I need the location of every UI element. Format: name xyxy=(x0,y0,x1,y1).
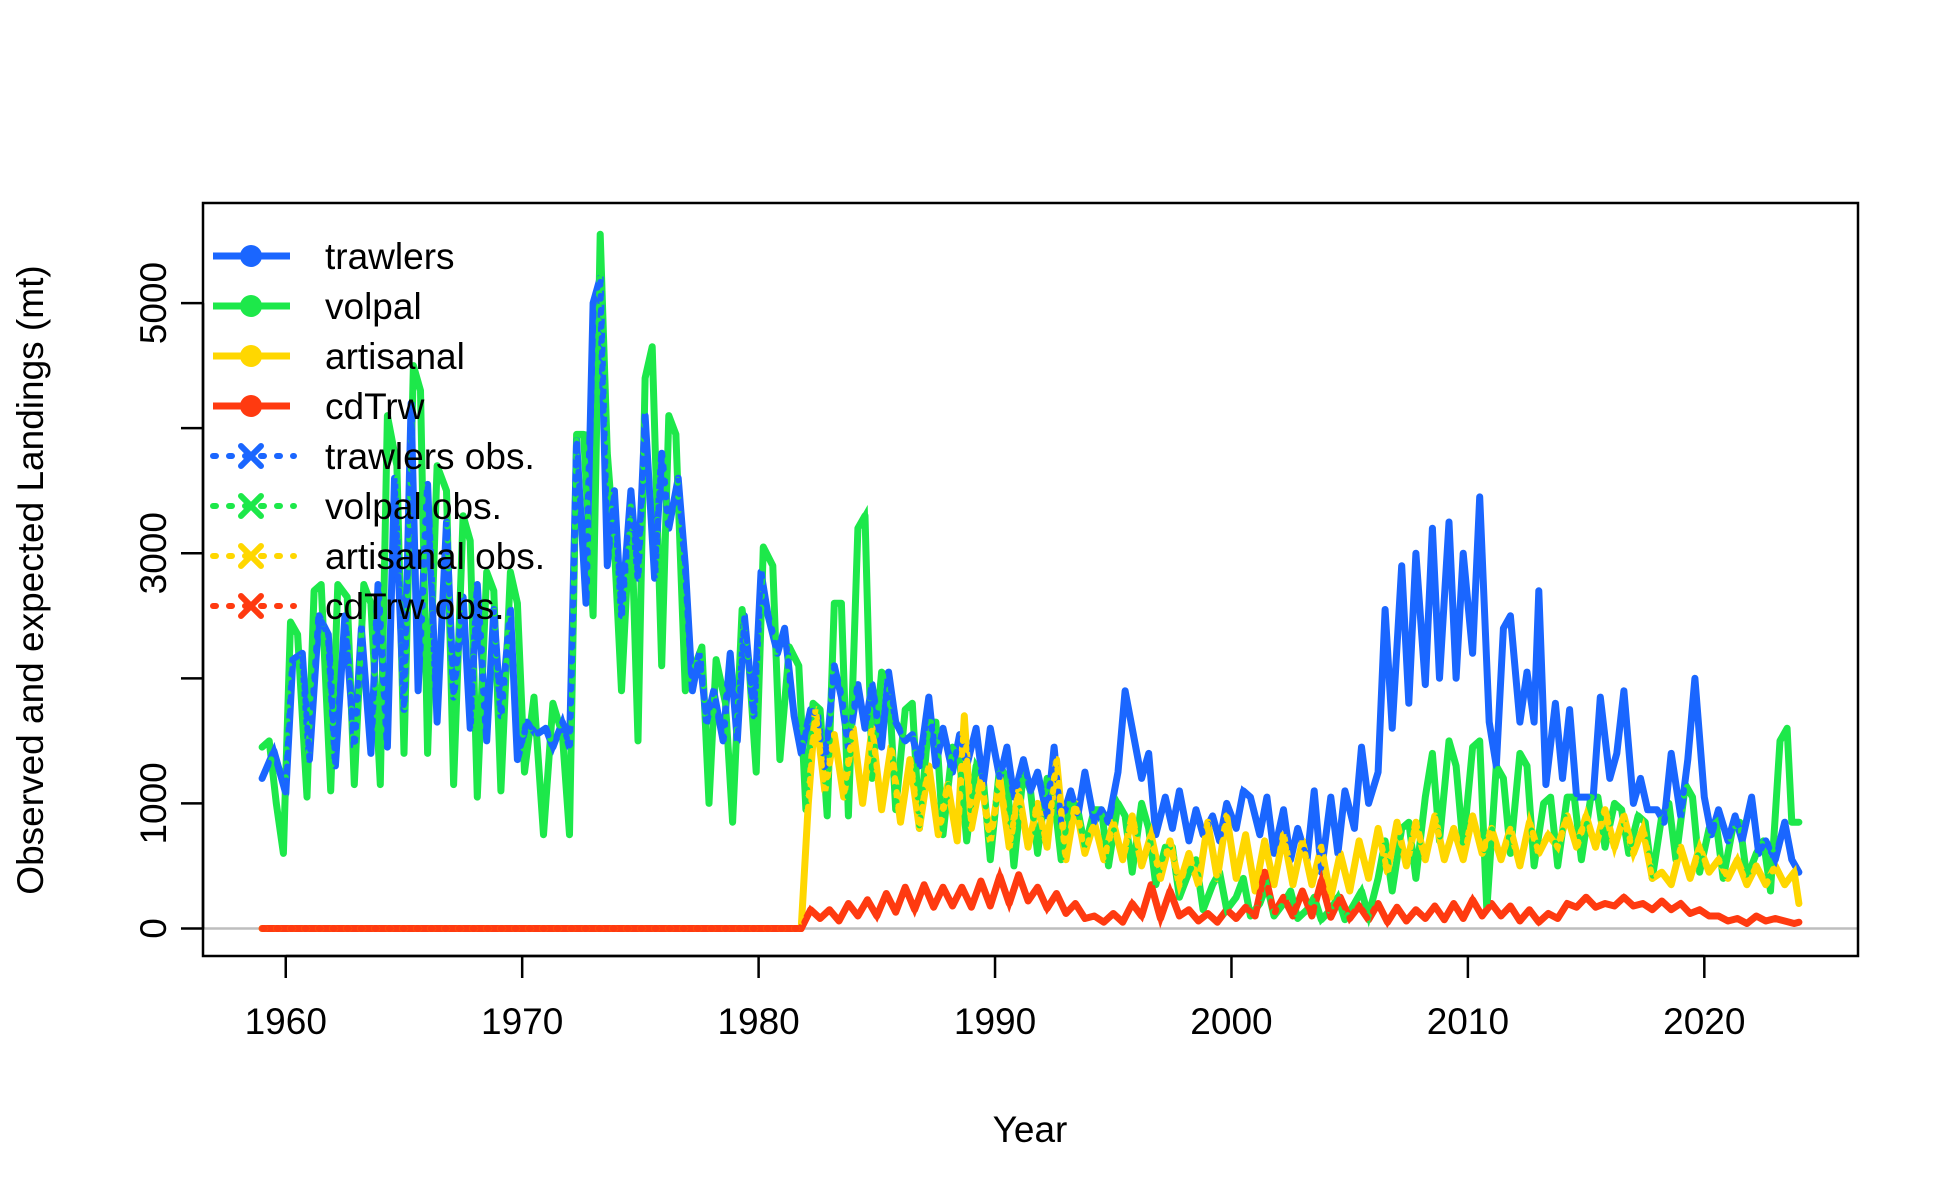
y-axis: 0 1000 3000 5000 xyxy=(133,262,205,939)
legend-item: volpal xyxy=(213,286,422,327)
legend-dot-marker xyxy=(240,245,262,267)
x-tick-label: 2000 xyxy=(1190,1001,1272,1042)
cdTrw-obs-line xyxy=(259,865,1802,932)
legend-x-marker xyxy=(238,443,264,469)
trawlers-obs-line xyxy=(259,277,1802,876)
legend-item: trawlers xyxy=(213,236,455,277)
x-tick-label: 1980 xyxy=(717,1001,799,1042)
y-axis-title: Observed and expected Landings (mt) xyxy=(10,265,51,894)
legend-x-marker xyxy=(238,593,264,619)
y-tick-label: 5000 xyxy=(133,262,174,344)
legend-label: volpal xyxy=(325,286,422,327)
x-tick-label: 1970 xyxy=(481,1001,563,1042)
x-tick-label: 2010 xyxy=(1427,1001,1509,1042)
y-tick-label: 1000 xyxy=(133,762,174,844)
legend-label: trawlers xyxy=(325,236,455,277)
legend-item: volpal obs. xyxy=(210,486,502,527)
legend-item: cdTrw xyxy=(213,386,425,427)
x-axis-title: Year xyxy=(993,1109,1068,1150)
x-tick-label: 1990 xyxy=(954,1001,1036,1042)
legend-x-marker xyxy=(238,493,264,519)
legend-label: artisanal xyxy=(325,336,465,377)
legend-label: cdTrw obs. xyxy=(325,586,505,627)
legend-x-marker xyxy=(238,543,264,569)
legend: trawlers volpal artisanal cdTrw trawlers obs… xyxy=(210,236,545,627)
x-axis: 1960 1970 1980 1990 2000 2010 2020 xyxy=(245,954,1745,1042)
y-tick-label: 0 xyxy=(133,918,174,939)
legend-label: artisanal obs. xyxy=(325,536,545,577)
legend-label: cdTrw xyxy=(325,386,425,427)
legend-item: cdTrw obs. xyxy=(210,586,505,627)
legend-label: trawlers obs. xyxy=(325,436,535,477)
legend-item: artisanal xyxy=(213,336,465,377)
x-tick-label: 1960 xyxy=(245,1001,327,1042)
y-tick-label: 3000 xyxy=(133,512,174,594)
legend-dot-marker xyxy=(240,345,262,367)
observed-series-layer xyxy=(259,234,1802,932)
legend-item: trawlers obs. xyxy=(210,436,535,477)
volpal-obs-line xyxy=(259,234,1802,928)
x-tick-label: 2020 xyxy=(1663,1001,1745,1042)
legend-dot-marker xyxy=(240,395,262,417)
legend-label: volpal obs. xyxy=(325,486,502,527)
legend-item: artisanal obs. xyxy=(210,536,545,577)
legend-dot-marker xyxy=(240,295,262,317)
artisanal-obs-line xyxy=(259,709,1802,932)
